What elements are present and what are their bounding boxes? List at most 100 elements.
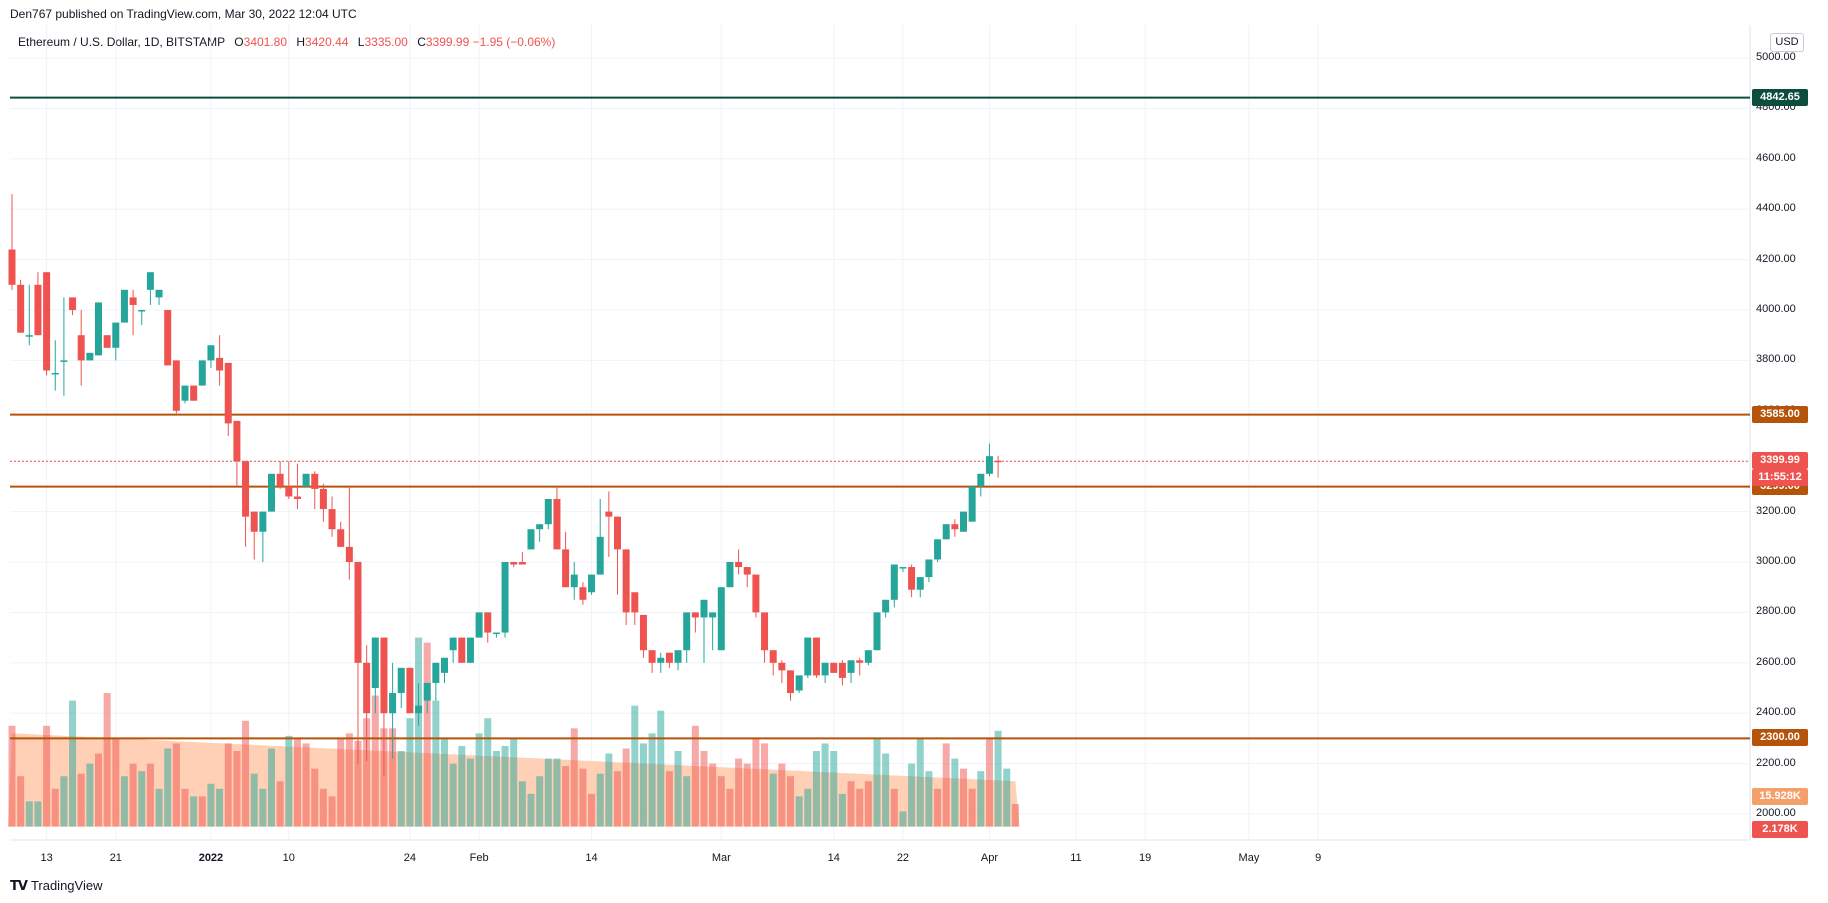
candle-body (864, 650, 872, 663)
price-tick-label: 2200.00 (1756, 756, 1796, 769)
brand-text: TradingView (30, 878, 103, 893)
candle-body (570, 574, 578, 588)
candle-body (268, 473, 275, 512)
candle-body (17, 284, 25, 333)
candle-body (960, 511, 967, 532)
volume-bar (830, 751, 838, 827)
candle-body (518, 562, 526, 565)
volume-bar (700, 751, 708, 827)
candle-body (942, 524, 950, 540)
volume-bar (553, 758, 561, 827)
volume-bar (648, 733, 656, 827)
candle-body (709, 612, 717, 618)
level-price-badge: 3585.00 (1752, 405, 1808, 423)
candle-body (389, 693, 397, 714)
volume-bar (319, 788, 327, 827)
candle-body (674, 650, 682, 663)
candle-body (397, 667, 405, 694)
volume-bar (873, 738, 881, 827)
time-tick-label: 14 (827, 852, 840, 864)
volume-bar (458, 745, 466, 827)
volume-bar (743, 763, 751, 827)
volume-bar (977, 771, 985, 827)
candle-body (293, 496, 301, 499)
level-price-badge: 2300.00 (1752, 729, 1808, 747)
volume-bar (821, 743, 829, 827)
time-tick-label: 24 (403, 852, 417, 864)
volume-bar (536, 776, 544, 827)
candle-body (129, 297, 137, 305)
candle-body (86, 352, 94, 361)
candle-body (8, 249, 16, 285)
volume-bar (345, 733, 353, 827)
volume-ma-badge: 15.928K (1752, 788, 1808, 805)
candle-body (544, 499, 552, 525)
volume-bar (544, 758, 552, 827)
volume-bar (60, 776, 68, 827)
candle-body (847, 660, 855, 673)
volume-bar (942, 743, 950, 827)
bar-countdown-badge: 11:55:12 (1752, 469, 1808, 487)
volume-bar (103, 693, 111, 827)
volume-bar (406, 718, 414, 827)
volume-bar (691, 725, 699, 827)
volume-bar (293, 738, 301, 827)
last-price-badge: 3399.99 (1752, 452, 1808, 470)
candle-body (441, 657, 448, 673)
candle-body (501, 562, 509, 633)
high-value: 3420.44 (305, 35, 349, 49)
candle-body (665, 652, 673, 663)
candle-body (146, 272, 154, 290)
volume-bar (665, 771, 673, 827)
volume-bar (302, 743, 310, 827)
volume-bar (259, 788, 267, 827)
volume-bar (847, 781, 855, 827)
volume-bar (17, 776, 25, 827)
candle-body (778, 662, 786, 671)
time-tick-label: 13 (40, 852, 53, 864)
candle-body (527, 529, 535, 550)
volume-bar (112, 738, 120, 827)
volume-bar (389, 728, 397, 827)
volume-bar (890, 788, 898, 827)
candle-body (328, 509, 336, 530)
candle-body (319, 488, 327, 510)
volume-bar (778, 763, 786, 827)
volume-bar (657, 710, 665, 827)
candle-body (138, 310, 146, 312)
volume-bar (631, 705, 639, 827)
volume-bar (787, 776, 794, 827)
price-tick-label: 3800.00 (1756, 353, 1796, 366)
candle-body (95, 302, 102, 356)
volume-bar (960, 768, 967, 827)
candle-body (821, 662, 829, 676)
level-price-badge: 4842.65 (1752, 88, 1808, 106)
volume-bar (475, 733, 483, 827)
candle-body (968, 486, 976, 522)
time-tick-label: Feb (469, 852, 489, 864)
volume-bar (492, 751, 500, 827)
candle-body (787, 670, 794, 694)
candle-body (795, 675, 803, 691)
price-tick-label: 3200.00 (1756, 504, 1796, 517)
price-tick-label: 4000.00 (1756, 303, 1796, 315)
candle-body (380, 637, 388, 714)
symbol-title: Ethereum / U.S. Dollar, 1D, BITSTAMP (18, 35, 225, 49)
candle-body (830, 662, 838, 673)
candle-body (743, 567, 751, 575)
candle-body (242, 461, 250, 517)
volume-bar (683, 776, 691, 827)
volume-bar (562, 766, 570, 827)
candle-body (172, 360, 180, 411)
candle-body (631, 592, 639, 613)
volume-bar (795, 796, 803, 827)
price-tick-label: 2000.00 (1756, 807, 1796, 819)
candle-body (622, 549, 630, 613)
candle-body (103, 335, 111, 348)
volume-bar (518, 781, 526, 827)
candle-body (588, 574, 596, 593)
candle-body (458, 637, 466, 663)
currency-button[interactable]: USD (1770, 33, 1804, 52)
volume-bar (77, 773, 85, 827)
